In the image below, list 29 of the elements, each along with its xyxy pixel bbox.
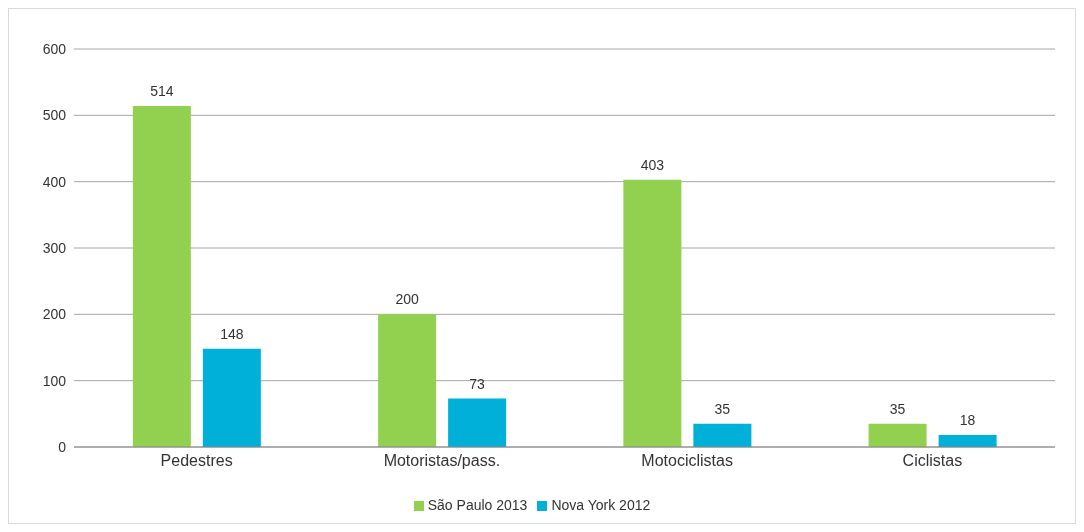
y-tick-label: 100	[42, 372, 67, 389]
bar	[623, 179, 682, 447]
x-tick-label: Ciclistas	[902, 452, 963, 470]
data-label: 514	[150, 83, 174, 100]
y-tick-label: 0	[58, 438, 67, 455]
y-tick-label: 200	[42, 306, 67, 323]
bar	[693, 423, 752, 447]
y-tick-label: 300	[42, 239, 67, 256]
bar	[202, 348, 261, 447]
bar	[132, 106, 191, 447]
bar	[448, 398, 507, 447]
bar	[868, 423, 927, 447]
y-tick-label: 400	[42, 173, 67, 190]
data-label: 18	[959, 412, 976, 429]
legend-label: Nova York 2012	[551, 497, 651, 513]
data-label: 35	[889, 400, 906, 417]
x-tick-label: Pedestres	[160, 452, 233, 470]
data-label: 200	[395, 291, 419, 308]
legend-label: São Paulo 2013	[427, 497, 528, 513]
x-tick-label: Motoristas/pass.	[383, 452, 501, 470]
data-label: 35	[714, 400, 731, 417]
y-tick-label: 600	[42, 40, 67, 57]
data-label: 148	[220, 325, 244, 342]
data-label: 73	[469, 375, 486, 392]
x-tick-label: Motociclistas	[641, 452, 733, 470]
y-tick-label: 500	[42, 107, 67, 124]
bar	[378, 314, 437, 447]
bar	[938, 435, 997, 447]
data-label: 403	[640, 156, 665, 173]
